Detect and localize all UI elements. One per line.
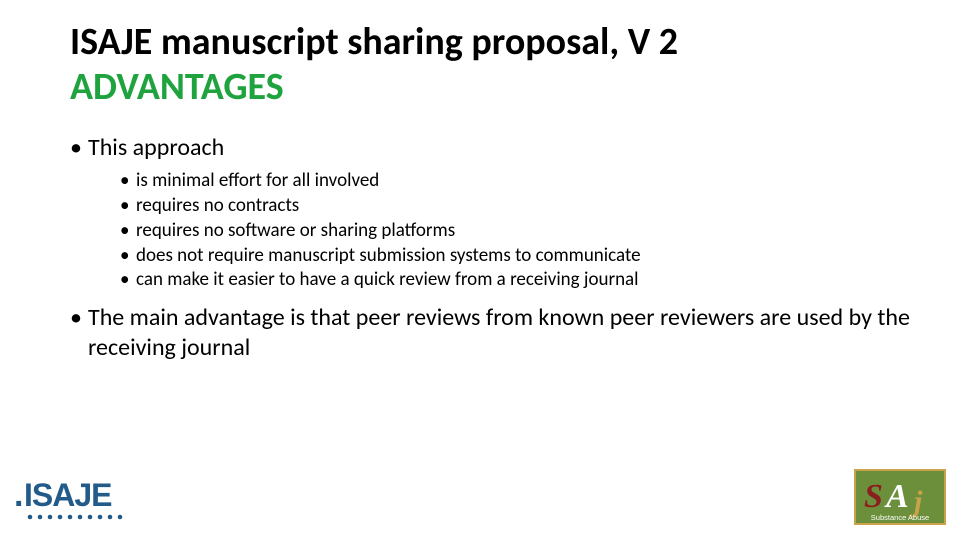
bullet-level2: • is minimal effort for all involved bbox=[120, 169, 920, 194]
bullet-level2: • requires no contracts bbox=[120, 194, 920, 219]
bullet-text: The main advantage is that peer reviews … bbox=[88, 303, 920, 363]
body-text: • This approach • is minimal effort for … bbox=[70, 133, 920, 362]
bullet-dot-icon: • bbox=[120, 268, 136, 293]
bullet-dot-icon: • bbox=[120, 169, 136, 194]
bullet-dot-icon: • bbox=[120, 244, 136, 269]
isaje-logo: . ISAJE bbox=[14, 471, 134, 530]
bullet-dot-icon: • bbox=[120, 219, 136, 244]
bullet-dot-icon: • bbox=[70, 303, 88, 333]
sub-bullet-text: requires no software or sharing platform… bbox=[136, 219, 920, 244]
sub-bullet-list: • is minimal effort for all involved • r… bbox=[120, 169, 920, 292]
sub-bullet-text: is minimal effort for all involved bbox=[136, 169, 920, 194]
svg-text:A: A bbox=[884, 478, 909, 515]
saj-logo-icon: S A j Substance Abuse bbox=[854, 469, 946, 525]
bullet-level2: • does not require manuscript submission… bbox=[120, 244, 920, 269]
bullet-dot-icon: • bbox=[120, 194, 136, 219]
saj-logo: S A j Substance Abuse bbox=[854, 469, 946, 530]
svg-text:S: S bbox=[864, 478, 883, 515]
bullet-dot-icon: • bbox=[70, 133, 88, 163]
svg-text:ISAJE: ISAJE bbox=[24, 477, 112, 513]
bullet-level2: • requires no software or sharing platfo… bbox=[120, 219, 920, 244]
sub-bullet-text: requires no contracts bbox=[136, 194, 920, 219]
title-line-1: ISAJE manuscript sharing proposal, V 2 bbox=[70, 22, 920, 64]
svg-text:Substance Abuse: Substance Abuse bbox=[871, 513, 929, 522]
sub-bullet-text: can make it easier to have a quick revie… bbox=[136, 268, 920, 293]
bullet-text: This approach bbox=[88, 133, 920, 163]
sub-bullet-text: does not require manuscript submission s… bbox=[136, 244, 920, 269]
bullet-level2: • can make it easier to have a quick rev… bbox=[120, 268, 920, 293]
bullet-level1: • The main advantage is that peer review… bbox=[70, 303, 920, 363]
title-line-2: ADVANTAGES bbox=[70, 66, 920, 110]
bullet-level1: • This approach bbox=[70, 133, 920, 163]
svg-text:.: . bbox=[14, 476, 23, 514]
isaje-logo-icon: . ISAJE bbox=[14, 471, 134, 525]
